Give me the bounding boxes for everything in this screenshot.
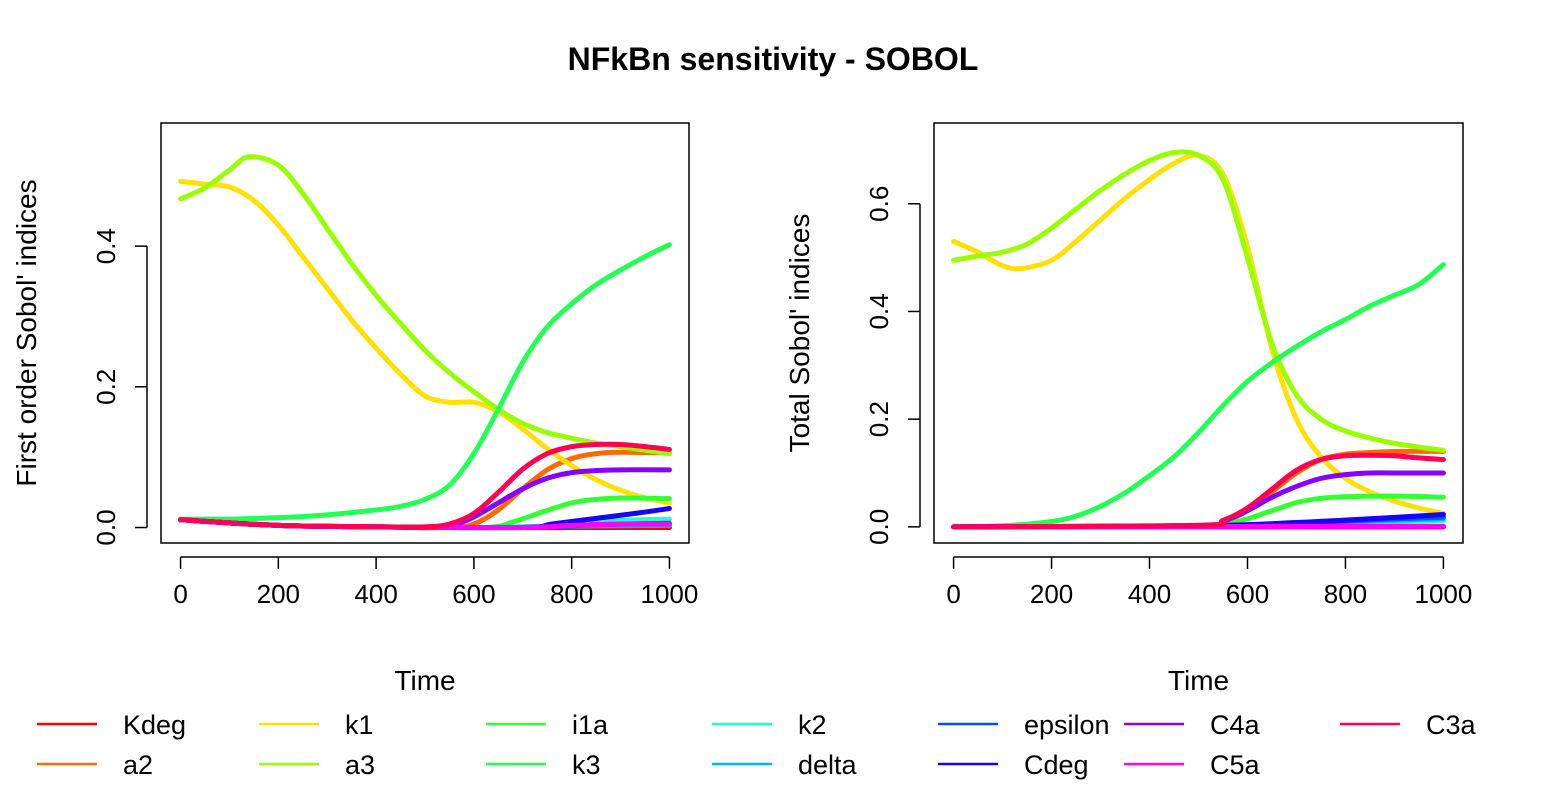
y-tick-label: 0.2 [91,369,121,405]
x-tick-label: 0 [173,579,187,609]
legend-label: Kdeg [123,710,186,740]
x-tick-label: 600 [452,579,495,609]
series-line-k1 [951,152,1446,516]
y-tick-label: 0.0 [91,509,121,545]
legend-label: k3 [572,750,601,780]
legend-item-a2: a2 [37,750,153,780]
figure-title: NFkBn sensitivity - SOBOL [568,41,979,77]
x-tick-label: 1000 [1414,579,1472,609]
series-line-k3 [951,262,1446,530]
legend-label: k2 [798,710,827,740]
legend-label: epsilon [1024,710,1110,740]
legend-item-a3: a3 [259,750,375,780]
y-axis-label: Total Sobol' indices [784,214,815,453]
legend-label: a3 [345,750,375,780]
y-tick-label: 0.0 [864,509,894,545]
legend-item-k1: k1 [259,710,374,740]
legend-label: Cdeg [1024,750,1089,780]
total-order-panel: 0 200 400 600 800 1000 0.0 0.2 0.4 0.6 Time Total S… [784,122,1472,696]
legend-label: C5a [1210,750,1261,780]
series-group [951,149,1446,530]
plot-frame [933,122,1464,544]
x-tick-label: 800 [1324,579,1367,609]
x-tick-label: 800 [550,579,593,609]
legend-item-epsilon: epsilon [938,710,1110,740]
legend-label: a2 [123,750,153,780]
legend-item-c4a: C4a [1124,710,1261,740]
series-line-a3 [178,154,672,457]
legend-item-c3a: C3a [1340,710,1477,740]
x-tick-label: 200 [1030,579,1073,609]
legend-item-c5a: C5a [1124,750,1261,780]
x-axis-label: Time [1168,665,1229,696]
y-tick-label: 0.6 [864,186,894,222]
legend-label: k1 [345,710,374,740]
x-tick-label: 200 [257,579,300,609]
series-line-a3 [951,149,1446,453]
x-tick-label: 0 [946,579,960,609]
legend-item-kdeg: Kdeg [37,710,186,740]
y-tick-label: 0.4 [91,228,121,264]
legend-item-delta: delta [712,750,858,780]
y-tick-label: 0.2 [864,401,894,437]
legend-label: C3a [1426,710,1477,740]
legend-item-k2: k2 [712,710,827,740]
series-line-k1 [178,178,672,506]
x-tick-label: 400 [1128,579,1171,609]
legend-label: i1a [572,710,609,740]
legend-label: C4a [1210,710,1261,740]
x-axis-label: Time [394,665,455,696]
legend-label: delta [798,750,858,780]
legend-item-k3: k3 [486,750,601,780]
legend-item-i1a: i1a [486,710,609,740]
y-axis-label: First order Sobol' indices [11,179,42,486]
x-tick-label: 600 [1226,579,1269,609]
series-line-c3a [951,452,1446,530]
y-tick-label: 0.4 [864,293,894,329]
x-tick-label: 1000 [641,579,699,609]
series-line-k3 [178,242,672,522]
series-line-c3a [178,441,672,530]
first-order-panel: 0 200 400 600 800 1000 0.0 0.2 0.4 Time First orde… [11,122,699,696]
plot-frame [160,122,690,544]
legend-item-cdeg: Cdeg [938,750,1089,780]
series-group [178,154,672,531]
x-tick-label: 400 [354,579,397,609]
legend: Kdeg a2 k1 a3 i1a k3 k2 delta epsilon Cdeg C4a C5a C… [37,710,1477,780]
